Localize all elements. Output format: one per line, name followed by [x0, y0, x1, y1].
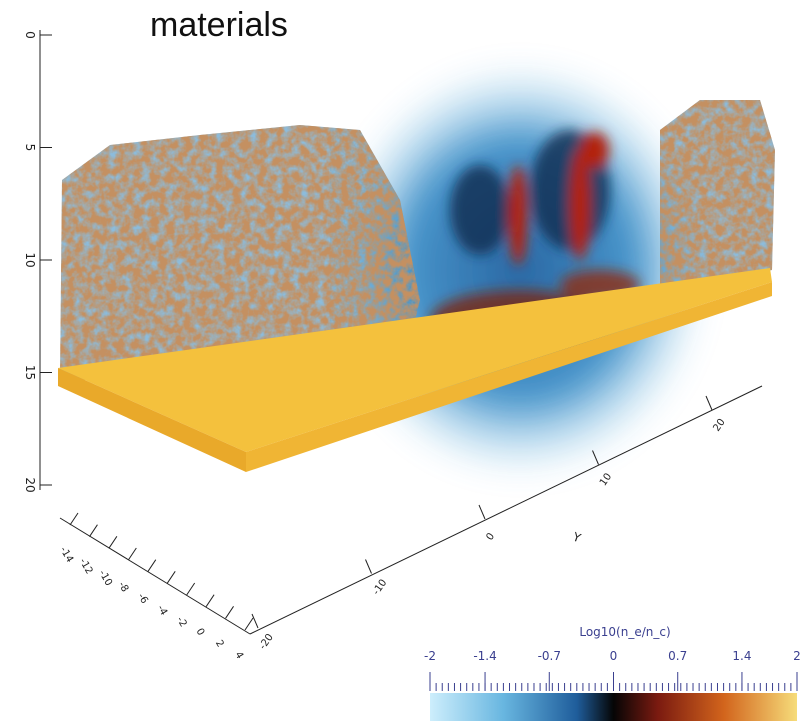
x-tick [70, 513, 78, 525]
x-tick-label: -12 [77, 557, 95, 577]
x-tick [226, 606, 234, 618]
x-tick [109, 536, 117, 548]
z-tick-label: 10 [23, 252, 37, 267]
x-tick [187, 583, 195, 595]
y-tick [706, 396, 712, 410]
x-axis [60, 518, 250, 634]
x-tick-label: 4 [232, 650, 245, 661]
y-tick [366, 560, 372, 574]
z-tick-label: 20 [23, 477, 37, 492]
x-tick-label: -6 [135, 592, 150, 606]
x-tick [167, 571, 175, 583]
colorbar-tick-label: -0.7 [538, 649, 561, 663]
x-tick [245, 618, 253, 630]
y-tick-label: 0 [484, 531, 497, 543]
y-tick [479, 505, 485, 519]
x-tick-label: 2 [213, 638, 226, 649]
y-tick-label: 20 [711, 417, 727, 434]
colorbar [430, 693, 797, 721]
z-tick-label: 0 [23, 31, 37, 39]
title: materials [150, 6, 288, 44]
y-tick-label: -10 [371, 578, 389, 598]
colorbar-tick-label: 0 [610, 649, 618, 663]
scene: materials Y Log10(n_e/n_c) 05101520-14-1… [0, 0, 803, 721]
x-tick-label: -14 [57, 545, 75, 565]
colorbar-tick-label: -2 [424, 649, 436, 663]
z-tick-label: 5 [23, 144, 37, 152]
colorbar-tick-label: 2 [793, 649, 801, 663]
colorbar-tick-label: -1.4 [473, 649, 496, 663]
colorbar-tick-label: 0.7 [668, 649, 687, 663]
y-tick-label: -20 [257, 632, 275, 652]
x-tick [89, 525, 97, 537]
colorbar-tick-label: 1.4 [732, 649, 751, 663]
y-tick-label: 10 [598, 471, 614, 488]
x-tick [148, 560, 156, 572]
z-tick-label: 15 [23, 365, 37, 380]
y-tick [252, 614, 258, 628]
x-tick-label: 0 [194, 627, 207, 638]
x-tick-label: -2 [174, 615, 189, 629]
x-tick [206, 595, 214, 607]
x-tick-label: -10 [96, 568, 114, 588]
y-axis-label: Y [570, 529, 583, 545]
x-tick-label: -8 [116, 580, 131, 594]
x-tick [128, 548, 136, 560]
x-tick-label: -4 [155, 603, 170, 617]
colorbar-title: Log10(n_e/n_c) [579, 625, 670, 639]
